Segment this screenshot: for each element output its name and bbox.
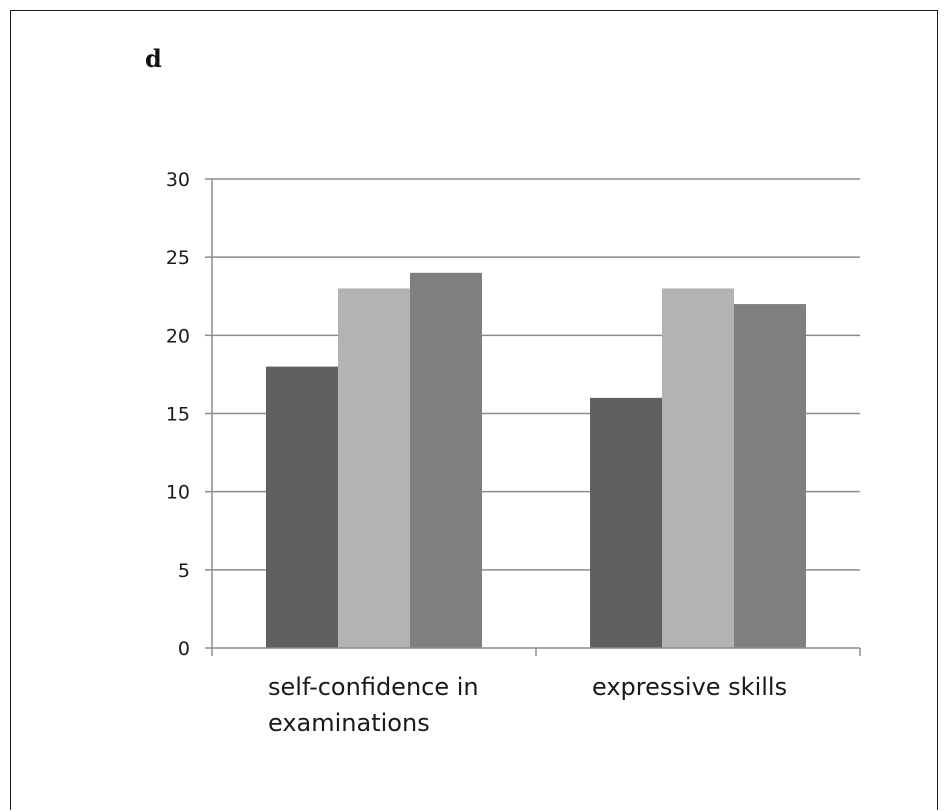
bar [338,288,410,648]
x-category-label-line: self-confidence in [268,673,479,701]
bar [662,288,734,648]
bar [590,397,662,648]
bars [266,272,806,648]
y-tick-label: 10 [166,482,190,504]
bar [734,304,806,648]
x-category-label: expressive skills [592,673,787,701]
bar [266,366,338,648]
y-tick-label: 0 [178,638,190,660]
x-category-label-line: expressive skills [592,673,787,701]
x-category-label-line: examinations [268,709,430,737]
y-tick-label: 15 [166,404,190,426]
y-tick-label: 30 [166,169,190,191]
x-category-label: self-confidence in examinations [268,673,479,737]
y-tick-labels: 0 5 10 15 20 25 30 [166,169,190,660]
x-category-labels: self-confidence in examinations expressive… [268,673,787,737]
axes [205,178,861,656]
panel-label: d [145,44,162,73]
y-tick-label: 20 [166,325,190,347]
bar [410,272,482,648]
y-tick-label: 25 [166,247,190,269]
y-tick-label: 5 [178,560,190,582]
